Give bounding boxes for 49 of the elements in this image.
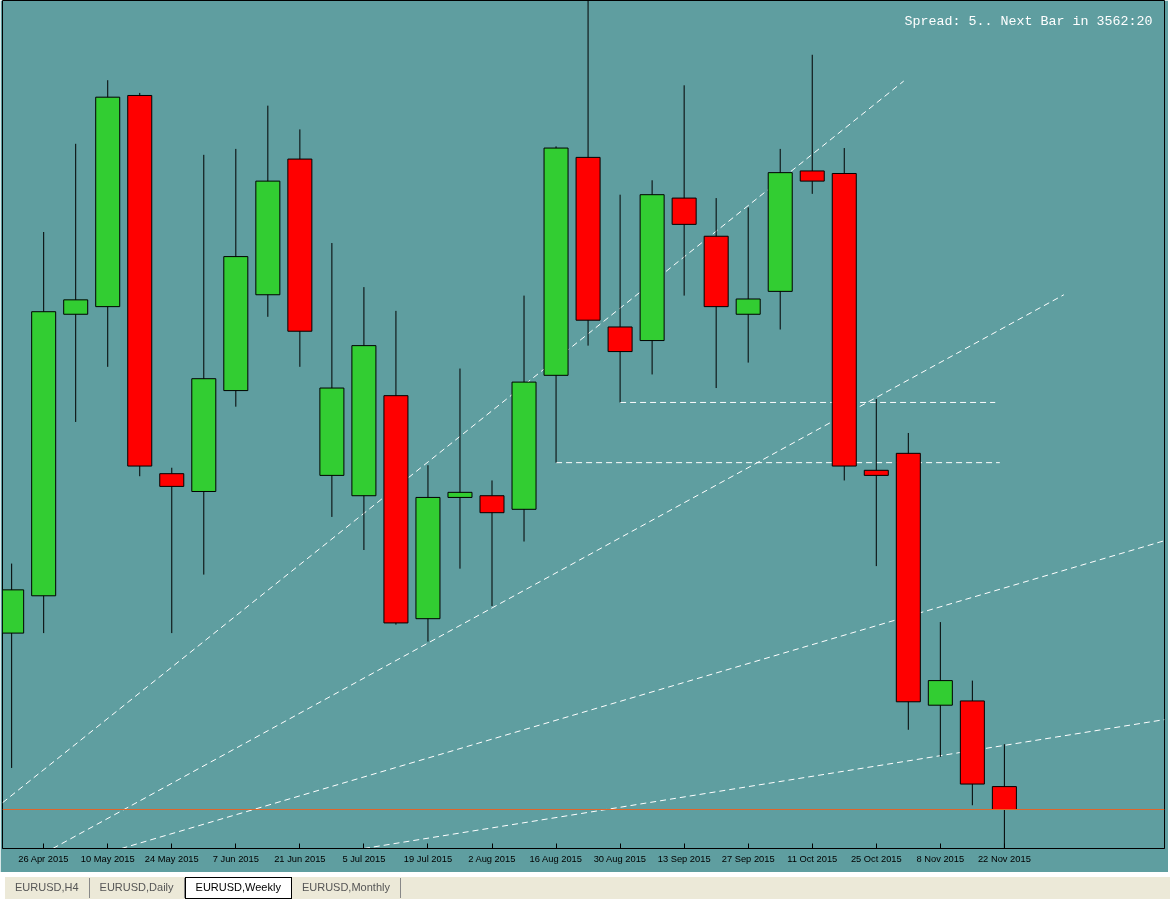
x-tick-label: 30 Aug 2015 (593, 853, 647, 864)
x-tick-label: 24 May 2015 (144, 853, 199, 864)
candlestick (959, 680, 985, 806)
x-tick-label: 16 Aug 2015 (529, 853, 582, 864)
candlestick (863, 398, 889, 567)
text: EURUSD,Monthly (291, 878, 401, 898)
candlestick (383, 310, 409, 626)
x-tick-label: 11 Oct 2015 (787, 853, 838, 864)
x-tick-label: 27 Sep 2015 (721, 853, 775, 864)
candlestick (223, 148, 249, 408)
x-tick-label: 21 Jun 2015 (274, 853, 326, 864)
x-tick-label: 26 Apr 2015 (18, 853, 69, 864)
candlestick (63, 143, 89, 423)
candlestick (895, 432, 921, 731)
candlestick (543, 145, 569, 464)
x-tick-label: 2 Aug 2015 (468, 853, 516, 864)
candlestick (191, 154, 217, 576)
candlestick (415, 464, 441, 643)
text: EURUSD,H4 (5, 878, 90, 898)
candlestick (639, 179, 665, 375)
candlestick (255, 105, 281, 318)
candlestick (927, 621, 953, 758)
candlestick (159, 467, 185, 634)
candlestick (767, 148, 793, 331)
x-tick-label: 25 Oct 2015 (850, 853, 902, 864)
x-tick-label: 19 Jul 2015 (403, 853, 453, 864)
candlestick (799, 54, 825, 195)
x-tick-label: 8 Nov 2015 (916, 853, 965, 864)
candlestick (447, 368, 473, 570)
x-tick-label: 10 May 2015 (80, 853, 135, 864)
candlestick (287, 128, 313, 368)
text: EURUSD,Weekly (184, 877, 292, 899)
candlestick (31, 231, 57, 634)
candlestick (95, 79, 121, 368)
candlestick (607, 194, 633, 403)
x-tick-label: 13 Sep 2015 (657, 853, 711, 864)
candlestick (703, 197, 729, 389)
candlestick (831, 147, 857, 481)
candlestick (319, 242, 345, 518)
candlestick (351, 286, 377, 551)
x-tick-label: 22 Nov 2015 (977, 853, 1031, 864)
candlestick (671, 84, 697, 297)
x-tick-label: 5 Jul 2015 (342, 853, 386, 864)
annotation: Spread: 5.. Next Bar in 3562:20 (904, 13, 1153, 29)
candlestick (479, 479, 505, 607)
text: EURUSD,Daily (89, 878, 185, 898)
candlestick (511, 295, 537, 543)
x-tick-label: 7 Jun 2015 (212, 853, 259, 864)
candlestick (735, 206, 761, 364)
